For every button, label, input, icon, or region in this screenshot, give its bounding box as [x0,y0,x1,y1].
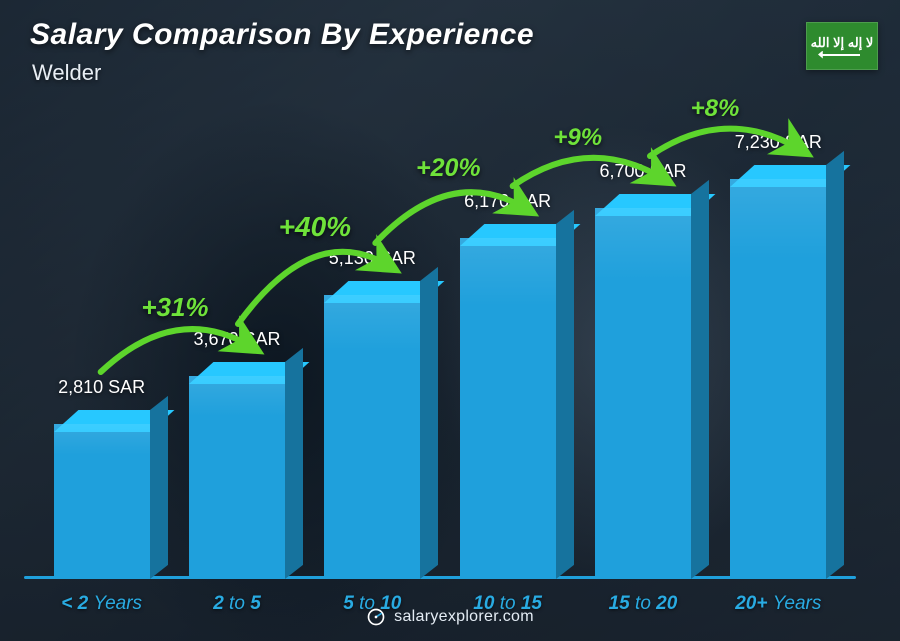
country-flag: لا إله إلا الله [806,22,878,70]
increase-pct-label: +9% [553,124,602,152]
increase-pct-label: +8% [691,95,740,123]
page-title: Salary Comparison By Experience [30,18,534,52]
flag-script: لا إله إلا الله [811,36,874,49]
salary-bar-chart: 2,810 SAR< 2 Years3,670 SAR2 to 55,130 S… [28,109,852,579]
increase-pct-label: +20% [416,154,481,183]
logo-icon [366,607,386,627]
footer: salaryexplorer.com [0,607,900,627]
increase-pct-label: +31% [141,292,208,323]
pct-labels: +31%+40%+20%+9%+8% [28,109,852,579]
infographic-canvas: Salary Comparison By Experience Welder ل… [0,0,900,641]
flag-sword-icon [820,53,864,57]
page-subtitle: Welder [32,60,101,86]
increase-pct-label: +40% [279,211,351,243]
footer-text: salaryexplorer.com [394,608,534,626]
